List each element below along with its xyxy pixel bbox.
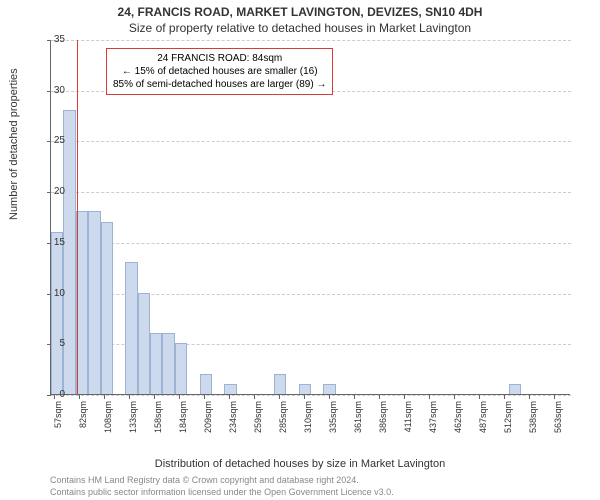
footer-line-1: Contains HM Land Registry data © Crown c… bbox=[50, 475, 359, 485]
xtick-label: 386sqm bbox=[378, 401, 388, 441]
xtick-mark bbox=[129, 395, 130, 399]
xtick-mark bbox=[504, 395, 505, 399]
histogram-bar bbox=[175, 343, 187, 394]
xtick-label: 437sqm bbox=[428, 401, 438, 441]
xtick-mark bbox=[304, 395, 305, 399]
histogram-bar bbox=[51, 232, 63, 394]
xtick-label: 108sqm bbox=[103, 401, 113, 441]
xtick-mark bbox=[229, 395, 230, 399]
annotation-line-1: 24 FRANCIS ROAD: 84sqm bbox=[113, 52, 326, 65]
histogram-bar bbox=[323, 384, 335, 394]
xtick-mark bbox=[104, 395, 105, 399]
xtick-mark bbox=[529, 395, 530, 399]
ytick-label: 5 bbox=[35, 338, 65, 349]
xtick-label: 361sqm bbox=[353, 401, 363, 441]
xtick-label: 209sqm bbox=[203, 401, 213, 441]
xtick-mark bbox=[204, 395, 205, 399]
grid-line bbox=[51, 243, 571, 244]
annotation-line-3: 85% of semi-detached houses are larger (… bbox=[113, 78, 326, 91]
ytick-label: 30 bbox=[35, 85, 65, 96]
xtick-label: 411sqm bbox=[403, 401, 413, 441]
xtick-label: 184sqm bbox=[178, 401, 188, 441]
xtick-mark bbox=[479, 395, 480, 399]
histogram-bar bbox=[101, 222, 113, 394]
histogram-bar bbox=[150, 333, 162, 394]
xtick-label: 57sqm bbox=[53, 401, 63, 441]
histogram-bar bbox=[63, 110, 75, 394]
y-axis-label: Number of detached properties bbox=[8, 68, 20, 220]
histogram-bar bbox=[200, 374, 212, 394]
histogram-bar bbox=[88, 211, 100, 394]
xtick-mark bbox=[154, 395, 155, 399]
xtick-label: 512sqm bbox=[503, 401, 513, 441]
xtick-label: 335sqm bbox=[328, 401, 338, 441]
ytick-label: 20 bbox=[35, 186, 65, 197]
histogram-bar bbox=[274, 374, 286, 394]
footer-line-2: Contains public sector information licen… bbox=[50, 487, 394, 497]
xtick-mark bbox=[254, 395, 255, 399]
xtick-label: 234sqm bbox=[228, 401, 238, 441]
annotation-line-2: ← 15% of detached houses are smaller (16… bbox=[113, 65, 326, 78]
xtick-mark bbox=[79, 395, 80, 399]
xtick-label: 563sqm bbox=[553, 401, 563, 441]
xtick-label: 158sqm bbox=[153, 401, 163, 441]
xtick-label: 462sqm bbox=[453, 401, 463, 441]
xtick-label: 82sqm bbox=[78, 401, 88, 441]
histogram-bar bbox=[224, 384, 236, 394]
xtick-mark bbox=[279, 395, 280, 399]
xtick-label: 310sqm bbox=[303, 401, 313, 441]
chart-title-1: 24, FRANCIS ROAD, MARKET LAVINGTON, DEVI… bbox=[0, 5, 600, 19]
xtick-mark bbox=[354, 395, 355, 399]
ytick-label: 25 bbox=[35, 135, 65, 146]
xtick-mark bbox=[554, 395, 555, 399]
annotation-box: 24 FRANCIS ROAD: 84sqm← 15% of detached … bbox=[106, 48, 333, 95]
xtick-label: 487sqm bbox=[478, 401, 488, 441]
xtick-mark bbox=[179, 395, 180, 399]
xtick-label: 133sqm bbox=[128, 401, 138, 441]
histogram-bar bbox=[509, 384, 521, 394]
grid-line bbox=[51, 40, 571, 41]
histogram-bar bbox=[138, 293, 150, 394]
ytick-label: 35 bbox=[35, 34, 65, 45]
grid-line bbox=[51, 192, 571, 193]
histogram-bar bbox=[162, 333, 174, 394]
histogram-bar bbox=[299, 384, 311, 394]
grid-line bbox=[51, 141, 571, 142]
xtick-mark bbox=[454, 395, 455, 399]
xtick-mark bbox=[379, 395, 380, 399]
chart-title-2: Size of property relative to detached ho… bbox=[0, 21, 600, 35]
marker-line bbox=[77, 40, 78, 395]
ytick-label: 10 bbox=[35, 288, 65, 299]
histogram-bar bbox=[125, 262, 137, 394]
ytick-label: 0 bbox=[35, 389, 65, 400]
xtick-mark bbox=[429, 395, 430, 399]
chart-container: 24 FRANCIS ROAD: 84sqm← 15% of detached … bbox=[50, 40, 580, 410]
ytick-label: 15 bbox=[35, 237, 65, 248]
x-axis-label: Distribution of detached houses by size … bbox=[0, 458, 600, 470]
xtick-label: 538sqm bbox=[528, 401, 538, 441]
xtick-label: 285sqm bbox=[278, 401, 288, 441]
xtick-mark bbox=[329, 395, 330, 399]
xtick-mark bbox=[404, 395, 405, 399]
xtick-label: 259sqm bbox=[253, 401, 263, 441]
plot-area: 24 FRANCIS ROAD: 84sqm← 15% of detached … bbox=[50, 40, 570, 395]
